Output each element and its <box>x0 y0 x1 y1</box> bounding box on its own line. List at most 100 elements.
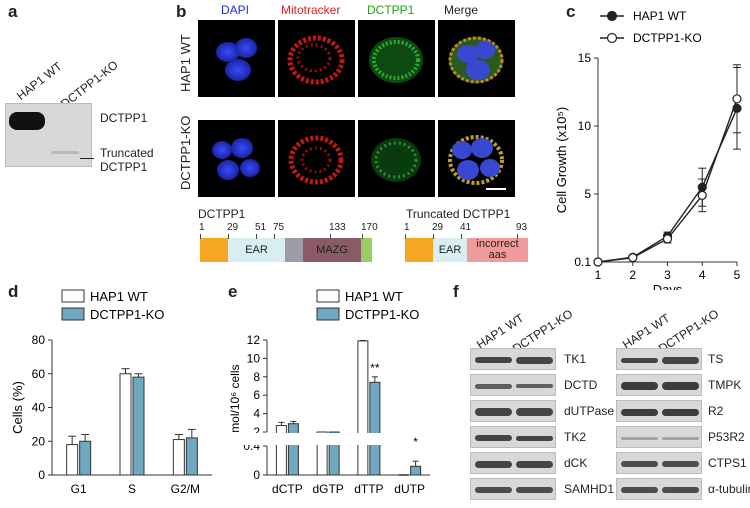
legend-marker <box>606 32 618 44</box>
protein-band <box>662 436 699 440</box>
x-tick-label: 1 <box>595 268 602 282</box>
lane-label-wt: HAP1 WT <box>14 59 65 104</box>
domain-tick-mark <box>405 234 406 239</box>
image-wt-dapi <box>198 20 275 97</box>
domain-tick: 133 <box>329 222 346 233</box>
bar <box>66 444 79 476</box>
blot-strip <box>616 400 702 422</box>
x-tick-label: G1 <box>71 482 87 496</box>
domain-tick: 29 <box>227 222 239 233</box>
blot-strip <box>470 400 556 422</box>
domain-full-title: DCTPP1 <box>198 207 246 221</box>
domain-segment <box>405 238 433 262</box>
domain-full-diagram: EAR MAZG 1 29 51 75 133 170 <box>199 222 378 270</box>
x-tick-label: dUTP <box>394 482 425 496</box>
y-tick-label: 10 <box>247 351 261 365</box>
legend-swatch <box>61 307 85 321</box>
legend-label: DCTPP1-KO <box>633 31 702 45</box>
band-pointer-line <box>80 158 94 159</box>
domain-truncated-diagram: EAR incorrect aas 1 29 41 93 <box>404 222 530 270</box>
y-tick-label: 0.1 <box>574 255 591 269</box>
protein-band <box>621 357 658 363</box>
data-point <box>662 234 673 244</box>
domain-tick: 170 <box>361 222 378 233</box>
protein-band <box>516 435 553 441</box>
x-tick-label: S <box>128 482 136 496</box>
protein-band <box>475 487 512 493</box>
scale-bar <box>486 188 506 190</box>
image-ko-dctpp1 <box>358 120 435 197</box>
truncated-band <box>51 151 79 154</box>
protein-label: dCK <box>564 456 588 470</box>
domain-tick-mark <box>517 234 518 239</box>
x-tick-label: 4 <box>699 268 706 282</box>
dctpp1-band <box>9 112 45 130</box>
domain-tick: 75 <box>273 222 285 233</box>
data-point <box>732 94 742 104</box>
legend-swatch <box>61 289 85 303</box>
cell-cycle-bar-chart: 0 20 40 60 80 Cells (%) G1 S G2/M HAP1 WT DCTPP1-K… <box>10 289 212 496</box>
domain-truncated-title: Truncated DCTPP1 <box>406 207 511 221</box>
y-tick-label: 0 <box>253 468 260 482</box>
blot-strip <box>616 426 702 448</box>
channel-mitotracker: Mitotracker <box>281 3 341 17</box>
domain-segment <box>361 238 372 262</box>
bar <box>185 437 198 476</box>
channel-dapi: DAPI <box>221 3 250 17</box>
protein-band <box>516 356 553 364</box>
protein-band <box>621 436 658 440</box>
protein-band <box>475 435 512 441</box>
protein-band <box>475 408 512 416</box>
y-tick-label: 0 <box>38 468 45 482</box>
domain-segment: incorrect aas <box>467 238 528 262</box>
growth-line-chart: 0.1 5 10 15 1 2 3 4 5 Days Cell Growth (x10⁵) HAP1 … <box>554 9 742 290</box>
protein-band <box>662 487 699 493</box>
protein-band <box>662 408 699 416</box>
protein-band <box>475 383 512 389</box>
protein-label: DCTD <box>564 378 598 392</box>
protein-band <box>621 382 658 390</box>
panel-d-label: d <box>8 282 19 301</box>
x-tick-label: 3 <box>664 268 671 282</box>
y-tick-label: 5 <box>584 187 591 201</box>
blot-strip <box>470 374 556 396</box>
blot-strip <box>470 348 556 370</box>
channel-merge: Merge <box>444 3 479 17</box>
significance-mark: * <box>413 435 418 449</box>
protein-label: R2 <box>708 404 724 418</box>
panel-f-label: f <box>453 282 459 301</box>
image-ko-merge <box>438 120 515 197</box>
bar <box>79 440 92 476</box>
domain-segment: EAR <box>228 238 285 262</box>
x-axis-title: Days <box>653 282 683 290</box>
domain-tick: 29 <box>432 222 444 233</box>
channel-dctpp1: DCTPP1 <box>367 3 415 17</box>
protein-band <box>475 357 512 363</box>
domain-segment: EAR <box>433 238 467 262</box>
legend-label: HAP1 WT <box>90 289 148 304</box>
protein-band <box>516 408 553 416</box>
image-ko-dapi <box>198 120 275 197</box>
protein-label: P53R2 <box>708 430 745 444</box>
y-tick-label: 12 <box>247 333 261 347</box>
row-label-wt: HAP1 WT <box>178 34 193 92</box>
western-blot-panel-f: TK1 DCTD dUTPase TK2 dCK SAMHD1 TS TMPK R2 P53R2 C… <box>470 348 750 508</box>
y-axis-title: Cells (%) <box>10 381 25 434</box>
domain-tick-mark <box>433 234 434 239</box>
protein-label: SAMHD1 <box>564 482 615 496</box>
bar <box>410 465 422 476</box>
protein-band <box>621 461 658 467</box>
protein-label: TS <box>708 352 724 366</box>
protein-label: CTPS1 <box>708 456 747 470</box>
domain-tick: 51 <box>255 222 267 233</box>
y-tick-label: 6 <box>253 388 260 402</box>
legend-swatch <box>316 307 340 321</box>
image-wt-mitotracker <box>278 20 355 97</box>
y-tick-label: 8 <box>253 370 260 384</box>
legend-marker <box>606 10 618 22</box>
axis-break <box>225 433 430 445</box>
data-point <box>697 190 707 200</box>
row-label-ko: DCTPP1-KO <box>178 115 193 190</box>
domain-tick-mark <box>362 234 363 239</box>
